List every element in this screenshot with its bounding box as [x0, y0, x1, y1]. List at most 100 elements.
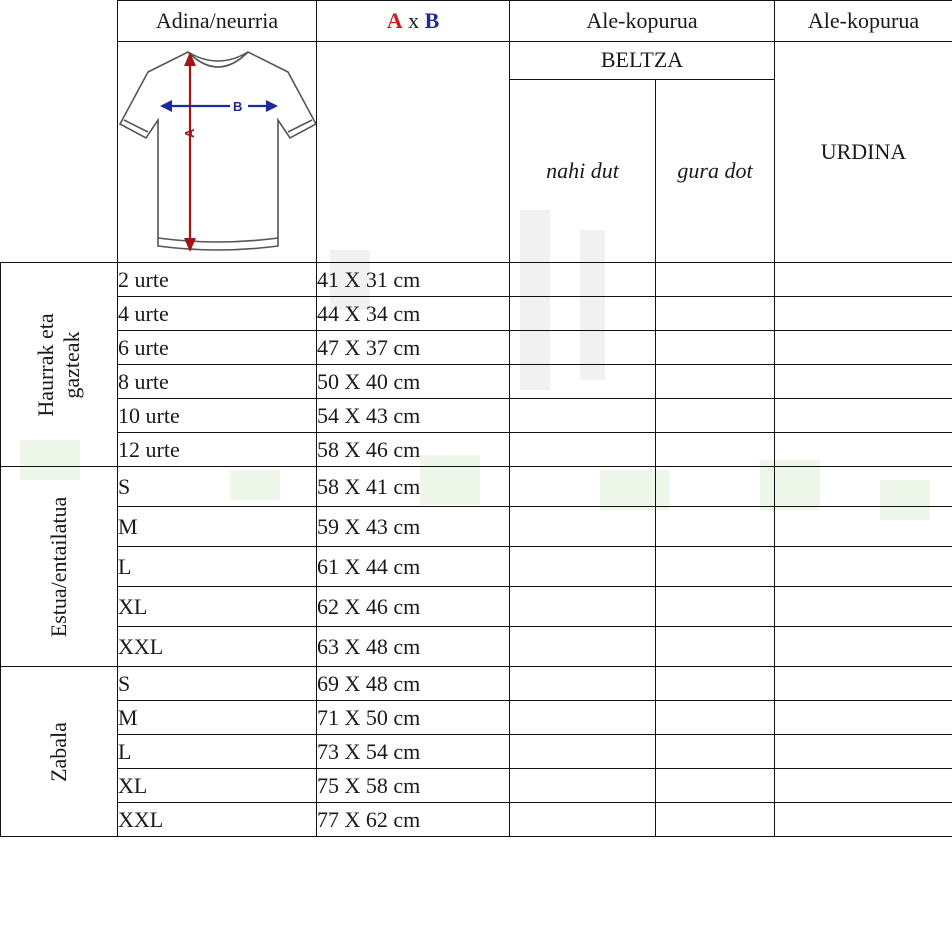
dimension-b-arrow: B: [160, 98, 278, 114]
qty-beltza-gura-cell[interactable]: [655, 802, 775, 837]
qty-beltza-gura-cell[interactable]: [655, 466, 775, 507]
dimensions-cell: 59 X 43 cm: [316, 506, 510, 547]
qty-urdina-cell[interactable]: [774, 700, 952, 735]
group-label-cell: Estua/entailatua: [0, 466, 118, 667]
qty-urdina-cell[interactable]: [774, 734, 952, 769]
dimensions-cell: 75 X 58 cm: [316, 768, 510, 803]
size-cell: M: [117, 506, 317, 547]
qty-urdina-cell[interactable]: [774, 586, 952, 627]
qty-beltza-gura-cell[interactable]: [655, 330, 775, 365]
qty-beltza-nahi-cell[interactable]: [509, 768, 656, 803]
blank-corner: [1, 1, 118, 42]
qty-urdina-cell[interactable]: [774, 666, 952, 701]
size-cell: XXL: [117, 802, 317, 837]
dim-a-label: A: [182, 128, 197, 138]
table-row: Estua/entailatua S 58 X 41 cm: [0, 466, 952, 667]
dim-b-label: B: [233, 99, 242, 114]
qty-urdina-cell[interactable]: [774, 768, 952, 803]
qty-beltza-nahi-cell[interactable]: [509, 330, 656, 365]
qty-beltza-nahi-cell[interactable]: [509, 432, 656, 467]
dimensions-cell: 47 X 37 cm: [316, 330, 510, 365]
dimension-a-arrow: A: [182, 52, 197, 252]
qty-beltza-gura-cell[interactable]: [655, 296, 775, 331]
qty-beltza-nahi-cell[interactable]: [509, 700, 656, 735]
qty-beltza-gura-cell[interactable]: [655, 546, 775, 587]
qty-urdina-cell[interactable]: [774, 802, 952, 837]
dimensions-blank-cell: [316, 41, 510, 263]
table-row: M 71 X 50 cm: [1, 700, 952, 735]
tshirt-outline-icon: [118, 51, 316, 251]
group-label: Zabala: [46, 722, 72, 782]
qty-urdina-cell[interactable]: [774, 466, 952, 507]
dimensions-cell: 62 X 46 cm: [316, 586, 510, 627]
size-column-header: Adina/neurria: [117, 0, 317, 42]
qty-beltza-nahi-cell[interactable]: [509, 398, 656, 433]
qty-urdina-cell[interactable]: [774, 296, 952, 331]
qty-beltza-nahi-cell[interactable]: [509, 666, 656, 701]
color-beltza-header: BELTZA: [509, 41, 775, 80]
color-urdina-header: URDINA: [774, 41, 952, 263]
qty-beltza-nahi-cell[interactable]: [509, 466, 656, 507]
qty-beltza-gura-cell[interactable]: [655, 700, 775, 735]
dimensions-cell: 69 X 48 cm: [316, 666, 510, 701]
qty-beltza-gura-cell[interactable]: [655, 364, 775, 399]
size-cell: 10 urte: [117, 398, 317, 433]
dimensions-cell: 54 X 43 cm: [316, 398, 510, 433]
qty-beltza-gura-cell[interactable]: [655, 586, 775, 627]
size-cell: XL: [117, 586, 317, 627]
blank-left-2: [1, 79, 118, 263]
dimensions-cell: 61 X 44 cm: [316, 546, 510, 587]
qty-beltza-nahi-cell[interactable]: [509, 586, 656, 627]
qty-beltza-nahi-cell[interactable]: [509, 296, 656, 331]
qty-beltza-gura-cell[interactable]: [655, 768, 775, 803]
qty-urdina-cell[interactable]: [774, 626, 952, 667]
qty-urdina-cell[interactable]: [774, 432, 952, 467]
qty-beltza-gura-cell[interactable]: [655, 432, 775, 467]
qty-beltza-gura-cell[interactable]: [655, 506, 775, 547]
qty-urdina-cell[interactable]: [774, 330, 952, 365]
qty-beltza-nahi-cell[interactable]: [509, 802, 656, 837]
dimensions-cell: 71 X 50 cm: [316, 700, 510, 735]
qty-beltza-nahi-cell[interactable]: [509, 364, 656, 399]
qty-beltza-gura-cell[interactable]: [655, 734, 775, 769]
qty-beltza-nahi-cell[interactable]: [509, 626, 656, 667]
size-cell: L: [117, 734, 317, 769]
size-cell: 2 urte: [117, 262, 317, 297]
dimensions-cell: 73 X 54 cm: [316, 734, 510, 769]
qty-beltza-nahi-cell[interactable]: [509, 506, 656, 547]
qty-urdina-cell[interactable]: [774, 546, 952, 587]
size-cell: 6 urte: [117, 330, 317, 365]
dimensions-cell: 77 X 62 cm: [316, 802, 510, 837]
qty-urdina-cell[interactable]: [774, 364, 952, 399]
group-label: Haurrak eta gazteak: [33, 313, 85, 416]
blank-left: [1, 42, 118, 80]
size-cell: 8 urte: [117, 364, 317, 399]
table-row: XL 75 X 58 cm: [1, 768, 952, 803]
qty-beltza-gura-cell[interactable]: [655, 398, 775, 433]
table-row: XL 62 X 46 cm: [1, 586, 952, 627]
group-label-cell: Haurrak eta gazteak: [0, 262, 118, 467]
gura-dot-header: gura dot: [655, 78, 775, 263]
table-row: XXL 63 X 48 cm: [1, 626, 952, 667]
table-row: XXL 77 X 62 cm: [1, 802, 952, 837]
dimensions-cell: 58 X 46 cm: [316, 432, 510, 467]
size-cell: XXL: [117, 626, 317, 667]
size-cell: S: [117, 666, 317, 701]
qty-beltza-nahi-cell[interactable]: [509, 734, 656, 769]
qty-beltza-gura-cell[interactable]: [655, 626, 775, 667]
qty-beltza-gura-cell[interactable]: [655, 666, 775, 701]
table-row: 10 urte 54 X 43 cm: [1, 398, 952, 433]
size-cell: 4 urte: [117, 296, 317, 331]
qty-urdina-cell[interactable]: [774, 506, 952, 547]
dimensions-cell: 58 X 41 cm: [316, 466, 510, 507]
dimensions-cell: 44 X 34 cm: [316, 296, 510, 331]
qty-beltza-nahi-cell[interactable]: [509, 546, 656, 587]
dimensions-cell: 63 X 48 cm: [316, 626, 510, 667]
qty-beltza-gura-cell[interactable]: [655, 262, 775, 297]
qty-beltza-nahi-cell[interactable]: [509, 262, 656, 297]
qty-urdina-cell[interactable]: [774, 398, 952, 433]
qty-urdina-cell[interactable]: [774, 262, 952, 297]
group-label-line1: Haurrak eta: [33, 312, 58, 417]
table-row: L 73 X 54 cm: [1, 734, 952, 769]
dimensions-cell: 50 X 40 cm: [316, 364, 510, 399]
